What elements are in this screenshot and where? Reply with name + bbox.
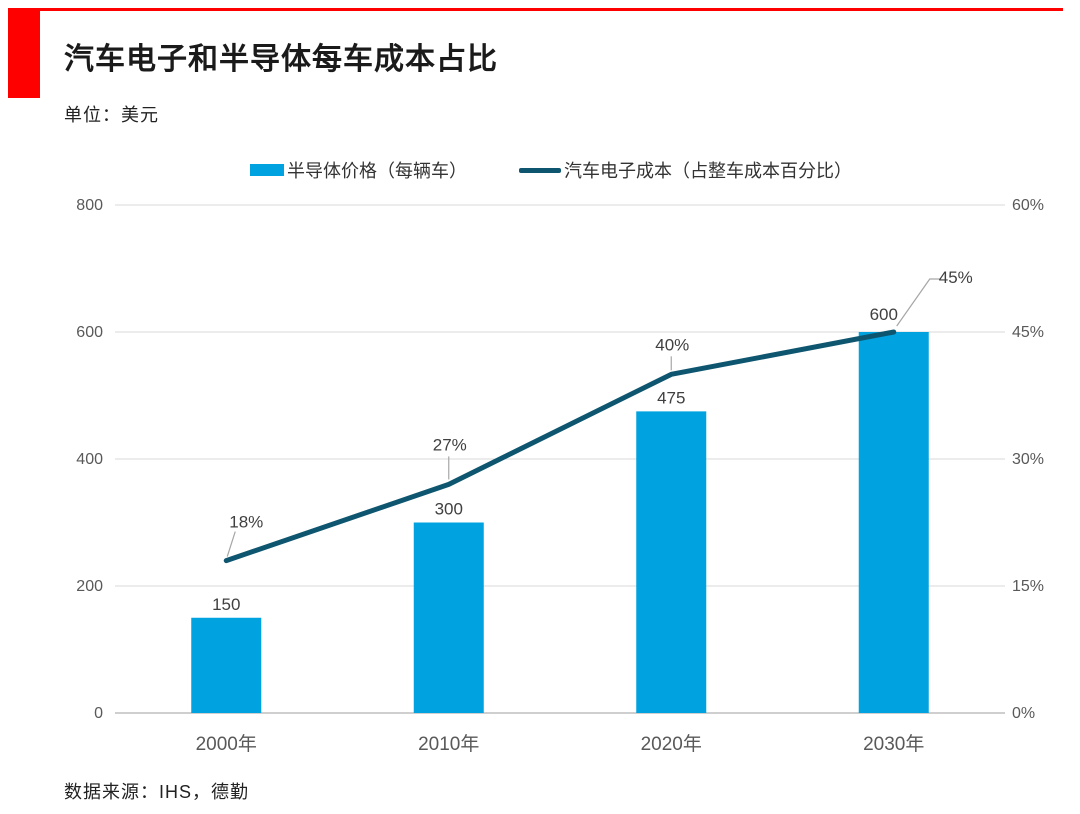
pct-value-label: 45% xyxy=(939,268,973,287)
bar xyxy=(413,522,484,713)
right-axis-tick: 15% xyxy=(1012,578,1044,595)
pct-value-label: 40% xyxy=(655,335,689,354)
red-top-rule xyxy=(40,8,1063,11)
left-axis-tick: 200 xyxy=(76,578,103,595)
bar-value-label: 600 xyxy=(870,305,898,324)
right-axis-tick: 60% xyxy=(1012,197,1044,214)
left-axis-tick: 600 xyxy=(76,324,103,341)
label-leader xyxy=(226,531,236,557)
unit-label: 单位：美元 xyxy=(64,105,159,125)
red-accent-square xyxy=(8,8,40,98)
label-leader xyxy=(896,278,941,327)
bar-value-label: 475 xyxy=(657,388,685,407)
right-axis-tick: 0% xyxy=(1012,705,1035,722)
line-series-swatch-icon xyxy=(519,167,561,173)
left-axis-tick: 800 xyxy=(76,197,103,214)
right-axis-tick: 30% xyxy=(1012,451,1044,468)
line-series xyxy=(223,329,897,564)
legend-item-semiconductor-price: 半导体价格（每辆车） xyxy=(250,157,467,183)
chart-legend: 半导体价格（每辆车） 汽车电子成本（占整车成本百分比） xyxy=(250,157,852,183)
x-axis-label: 2030年 xyxy=(863,733,924,755)
x-axis-label: 2010年 xyxy=(418,733,479,755)
bar xyxy=(858,332,929,713)
chart-title: 汽车电子和半导体每车成本占比 xyxy=(64,43,498,76)
legend-label: 汽车电子成本（占整车成本百分比） xyxy=(564,161,852,181)
left-axis-tick: 400 xyxy=(76,451,103,468)
bar-value-label: 300 xyxy=(435,500,463,519)
bar xyxy=(636,411,707,713)
pct-value-label: 18% xyxy=(229,513,263,532)
x-axis-label: 2000年 xyxy=(196,733,257,755)
x-axis-label: 2020年 xyxy=(641,733,702,755)
data-source: 数据来源：IHS，德勤 xyxy=(64,782,250,802)
bar-series-swatch-icon xyxy=(250,164,284,176)
bar xyxy=(191,617,262,713)
pct-value-label: 27% xyxy=(433,435,467,454)
legend-label: 半导体价格（每辆车） xyxy=(287,161,467,181)
right-axis-tick: 45% xyxy=(1012,324,1044,341)
legend-item-electronics-cost: 汽车电子成本（占整车成本百分比） xyxy=(519,157,852,183)
left-axis-tick: 0 xyxy=(94,705,103,722)
bar-value-label: 150 xyxy=(212,595,240,614)
